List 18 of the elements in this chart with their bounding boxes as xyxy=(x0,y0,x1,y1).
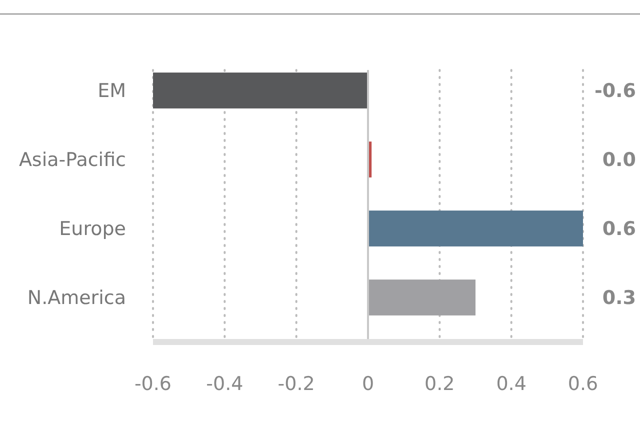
x-tick-label: 0.6 xyxy=(568,373,598,395)
y-tick-label: EM xyxy=(98,80,126,102)
x-tick-label: 0.4 xyxy=(496,373,526,395)
data-label: 0.0 xyxy=(602,149,636,172)
x-tick-label: -0.4 xyxy=(206,373,244,395)
y-tick-label: N.America xyxy=(27,287,126,310)
x-tick-label: -0.2 xyxy=(278,373,315,395)
bar xyxy=(153,72,368,108)
x-tick-label: 0.2 xyxy=(424,373,455,395)
bar xyxy=(368,210,583,246)
data-label: 0.3 xyxy=(602,287,636,310)
x-tick-label: -0.6 xyxy=(134,373,172,395)
bar xyxy=(368,280,476,316)
data-label: -0.6 xyxy=(594,80,636,102)
data-label: 0.6 xyxy=(602,218,636,240)
x-tick-label: 0 xyxy=(362,373,374,395)
y-tick-label: Asia-Pacific xyxy=(18,149,126,172)
y-tick-label: Europe xyxy=(59,218,126,240)
